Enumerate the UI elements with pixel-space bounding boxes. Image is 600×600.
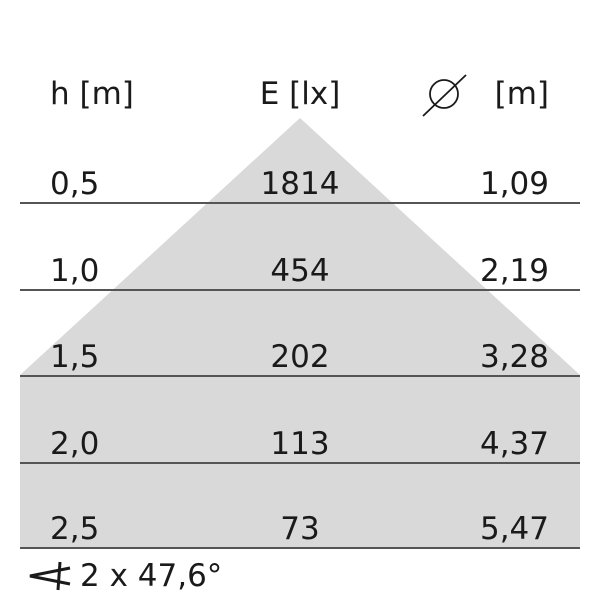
row-height: 2,0 [50,426,99,462]
row-diameter: 4,37 [480,426,549,462]
row-height: 2,5 [50,511,99,547]
light-cone [20,118,580,548]
row-height: 0,5 [50,166,99,202]
beam-angle-text: 2 x 47,6° [80,558,222,594]
row-height: 1,0 [50,253,99,289]
angle-icon [29,561,71,591]
row-illuminance: 454 [270,253,329,289]
header-height: h [m] [50,76,134,112]
header-illuminance: E [lx] [260,76,341,112]
row-height: 1,5 [50,339,99,375]
header-diameter-unit: [m] [495,76,549,112]
row-illuminance: 1814 [261,166,340,202]
diameter-icon [422,74,467,117]
row-illuminance: 113 [270,426,329,462]
row-diameter: 5,47 [480,511,549,547]
row-diameter: 3,28 [480,339,549,375]
row-illuminance: 73 [280,511,319,547]
row-diameter: 2,19 [480,253,549,289]
row-illuminance: 202 [270,339,329,375]
row-diameter: 1,09 [480,166,549,202]
